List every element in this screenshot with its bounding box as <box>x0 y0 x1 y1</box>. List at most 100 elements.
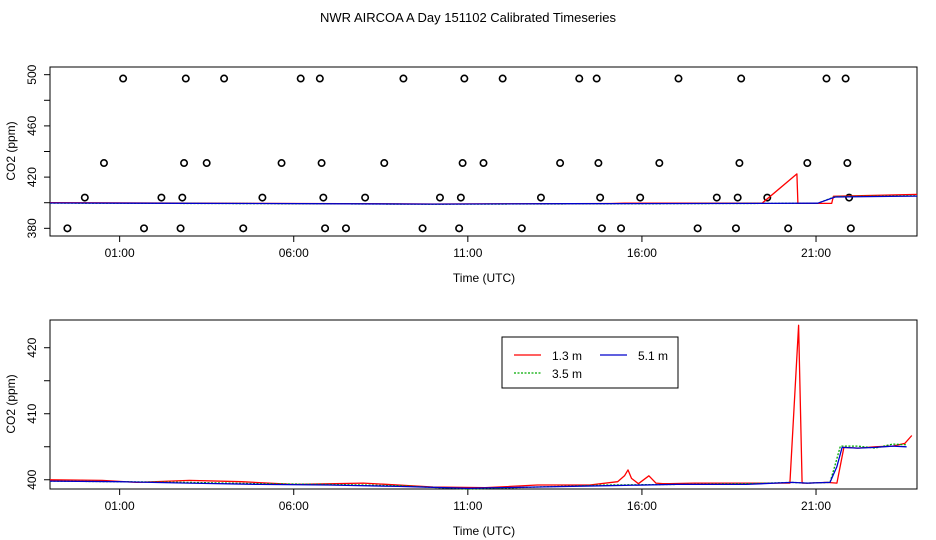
flag-point <box>319 193 328 202</box>
top-x-tick-label: 21:00 <box>801 246 831 260</box>
flag-point <box>239 224 248 233</box>
bottom-x-tick-label: 01:00 <box>105 499 135 513</box>
flag-point <box>317 159 326 168</box>
top-y-tick-label: 420 <box>25 167 39 187</box>
flag-point <box>63 224 72 233</box>
flag-point <box>258 193 267 202</box>
top-y-tick-label: 500 <box>25 64 39 84</box>
flag-point <box>202 159 211 168</box>
flag-point <box>575 74 584 83</box>
top-x-axis: 01:00 06:00 11:00 16:00 21:00 <box>105 236 831 260</box>
bottom-x-axis: 01:00 06:00 11:00 16:00 21:00 <box>105 489 831 513</box>
flag-point <box>380 159 389 168</box>
top-y-tick-label: 460 <box>25 116 39 136</box>
flag-point <box>479 159 488 168</box>
legend-label-3-5m: 3.5 m <box>552 367 582 381</box>
flag-point <box>119 74 128 83</box>
flag-point <box>80 193 89 202</box>
bottom-plot-frame <box>49 319 918 490</box>
bottom-series-line-1-3-m <box>49 324 913 489</box>
top-x-tick-label: 01:00 <box>105 246 135 260</box>
flag-point <box>822 74 831 83</box>
flag-point <box>655 159 664 168</box>
flag-point <box>845 193 854 202</box>
flag-point <box>592 74 601 83</box>
flag-point <box>178 193 187 202</box>
flag-point <box>594 159 603 168</box>
flag-point <box>712 193 721 202</box>
flag-point <box>399 74 408 83</box>
flag-point <box>841 74 850 83</box>
flag-point <box>763 193 772 202</box>
flag-point <box>157 193 166 202</box>
flag-point <box>735 159 744 168</box>
flag-point <box>315 74 324 83</box>
top-y-axis: 380 420 460 500 <box>25 64 50 238</box>
bottom-y-tick-label: 420 <box>25 337 39 357</box>
flag-point <box>220 74 229 83</box>
flag-point <box>517 224 526 233</box>
flag-point <box>140 224 149 233</box>
top-y-axis-label: CO2 (ppm) <box>4 121 18 180</box>
legend-label-1-3m: 1.3 m <box>552 349 582 363</box>
legend: 1.3 m 3.5 m 5.1 m <box>501 336 679 389</box>
bottom-x-tick-label: 16:00 <box>627 499 657 513</box>
flag-point <box>597 224 606 233</box>
flag-point <box>455 224 464 233</box>
flag-point <box>784 224 793 233</box>
flag-point <box>456 193 465 202</box>
top-x-tick-label: 16:00 <box>627 246 657 260</box>
top-y-tick-label: 380 <box>25 218 39 238</box>
flag-point <box>636 193 645 202</box>
flag-point <box>556 159 565 168</box>
bottom-panel: 01:00 06:00 11:00 16:00 21:00 400 410 420 Time… <box>4 319 918 538</box>
top-series <box>49 173 918 205</box>
top-panel: 01:00 06:00 11:00 16:00 21:00 380 420 460 500 T… <box>4 64 918 285</box>
flag-point <box>99 159 108 168</box>
bottom-series <box>49 324 913 490</box>
flag-point <box>674 74 683 83</box>
bottom-x-tick-label: 11:00 <box>453 499 482 513</box>
flag-point <box>321 224 330 233</box>
flag-point <box>843 159 852 168</box>
flag-point <box>176 224 185 233</box>
flag-point <box>180 159 189 168</box>
legend-label-5-1m: 5.1 m <box>638 349 668 363</box>
flag-point <box>596 193 605 202</box>
bottom-y-axis: 400 410 420 <box>25 337 50 490</box>
flag-point <box>498 74 507 83</box>
bottom-y-axis-label: CO2 (ppm) <box>4 374 18 433</box>
top-series-line-5-1-m <box>49 195 918 205</box>
flag-point <box>296 74 305 83</box>
flag-point <box>693 224 702 233</box>
legend-box <box>501 336 679 389</box>
bottom-series-line-5-1-m <box>49 445 907 489</box>
flag-point <box>803 159 812 168</box>
flag-point <box>341 224 350 233</box>
flag-point <box>277 159 286 168</box>
bottom-y-tick-label: 410 <box>25 403 39 423</box>
chart-title: NWR AIRCOA A Day 151102 Calibrated Times… <box>320 10 616 25</box>
top-flag-points <box>63 74 855 233</box>
flag-point <box>458 159 467 168</box>
bottom-y-tick-label: 400 <box>25 469 39 489</box>
flag-point <box>733 193 742 202</box>
flag-point <box>737 74 746 83</box>
top-x-tick-label: 06:00 <box>279 246 309 260</box>
bottom-x-tick-label: 06:00 <box>279 499 309 513</box>
flag-point <box>536 193 545 202</box>
top-x-tick-label: 11:00 <box>453 246 482 260</box>
top-x-axis-label: Time (UTC) <box>453 271 515 285</box>
flag-point <box>460 74 469 83</box>
flag-point <box>361 193 370 202</box>
flag-point <box>435 193 444 202</box>
flag-point <box>617 224 626 233</box>
bottom-x-axis-label: Time (UTC) <box>453 524 515 538</box>
flag-point <box>181 74 190 83</box>
flag-point <box>846 224 855 233</box>
top-plot-frame <box>49 66 918 237</box>
bottom-x-tick-label: 21:00 <box>801 499 831 513</box>
flag-point <box>418 224 427 233</box>
